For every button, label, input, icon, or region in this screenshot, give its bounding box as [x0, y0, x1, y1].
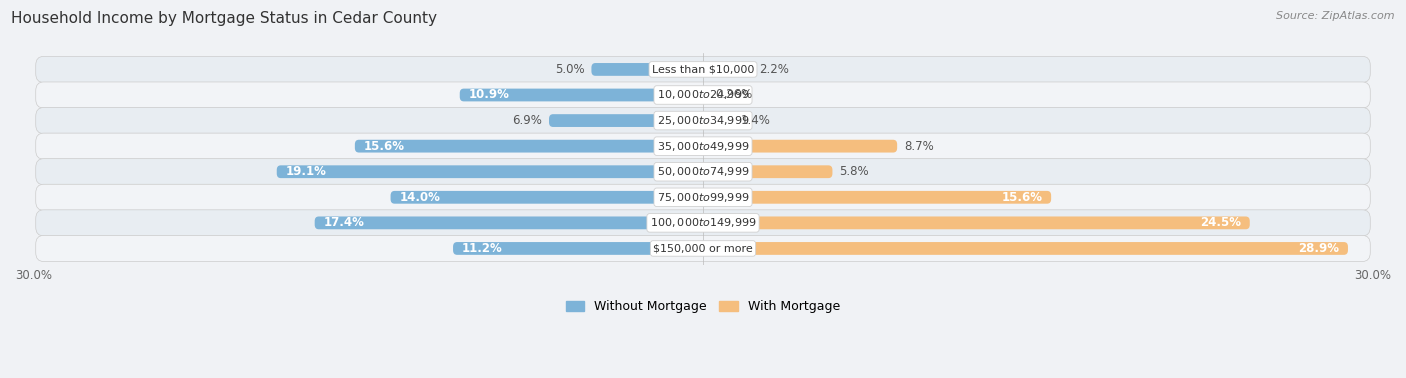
Text: 1.4%: 1.4% [741, 114, 770, 127]
FancyBboxPatch shape [703, 191, 1052, 204]
Text: Less than $10,000: Less than $10,000 [652, 64, 754, 74]
FancyBboxPatch shape [703, 88, 709, 101]
FancyBboxPatch shape [35, 82, 1371, 108]
Text: 15.6%: 15.6% [1001, 191, 1042, 204]
FancyBboxPatch shape [354, 140, 703, 153]
FancyBboxPatch shape [315, 217, 703, 229]
Text: 6.9%: 6.9% [512, 114, 543, 127]
Text: $25,000 to $34,999: $25,000 to $34,999 [657, 114, 749, 127]
Text: 15.6%: 15.6% [364, 139, 405, 153]
FancyBboxPatch shape [35, 159, 1371, 185]
Text: $100,000 to $149,999: $100,000 to $149,999 [650, 216, 756, 229]
FancyBboxPatch shape [703, 165, 832, 178]
Text: $10,000 to $24,999: $10,000 to $24,999 [657, 88, 749, 102]
FancyBboxPatch shape [277, 165, 703, 178]
Text: 24.5%: 24.5% [1199, 216, 1241, 229]
Text: 2.2%: 2.2% [759, 63, 789, 76]
FancyBboxPatch shape [703, 217, 1250, 229]
Text: 5.8%: 5.8% [839, 165, 869, 178]
FancyBboxPatch shape [35, 184, 1371, 210]
FancyBboxPatch shape [592, 63, 703, 76]
Text: 19.1%: 19.1% [285, 165, 326, 178]
Text: 17.4%: 17.4% [323, 216, 364, 229]
FancyBboxPatch shape [35, 210, 1371, 236]
Legend: Without Mortgage, With Mortgage: Without Mortgage, With Mortgage [561, 295, 845, 318]
Text: Household Income by Mortgage Status in Cedar County: Household Income by Mortgage Status in C… [11, 11, 437, 26]
FancyBboxPatch shape [35, 133, 1371, 159]
Text: $35,000 to $49,999: $35,000 to $49,999 [657, 139, 749, 153]
FancyBboxPatch shape [35, 235, 1371, 262]
Text: 10.9%: 10.9% [468, 88, 509, 102]
FancyBboxPatch shape [35, 56, 1371, 82]
Text: 14.0%: 14.0% [399, 191, 440, 204]
FancyBboxPatch shape [703, 140, 897, 153]
FancyBboxPatch shape [703, 63, 752, 76]
Text: 28.9%: 28.9% [1298, 242, 1339, 255]
FancyBboxPatch shape [703, 114, 734, 127]
Text: 5.0%: 5.0% [555, 63, 585, 76]
FancyBboxPatch shape [453, 242, 703, 255]
Text: 8.7%: 8.7% [904, 139, 934, 153]
Text: $50,000 to $74,999: $50,000 to $74,999 [657, 165, 749, 178]
FancyBboxPatch shape [35, 107, 1371, 133]
Text: $75,000 to $99,999: $75,000 to $99,999 [657, 191, 749, 204]
Text: 0.26%: 0.26% [716, 88, 752, 102]
FancyBboxPatch shape [391, 191, 703, 204]
FancyBboxPatch shape [703, 242, 1348, 255]
Text: 11.2%: 11.2% [463, 242, 503, 255]
Text: $150,000 or more: $150,000 or more [654, 243, 752, 254]
Text: Source: ZipAtlas.com: Source: ZipAtlas.com [1277, 11, 1395, 21]
FancyBboxPatch shape [460, 88, 703, 101]
FancyBboxPatch shape [548, 114, 703, 127]
